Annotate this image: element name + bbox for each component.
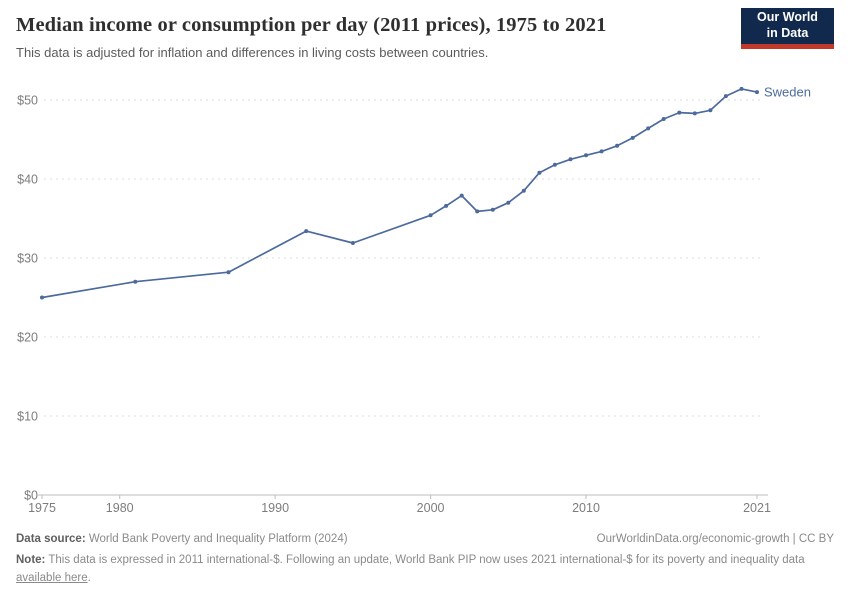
chart-footer: Data source: World Bank Poverty and Ineq… xyxy=(16,531,834,587)
series-label-sweden[interactable]: Sweden xyxy=(764,85,811,100)
note-label: Note: xyxy=(16,554,46,567)
data-point[interactable] xyxy=(708,108,713,113)
x-axis-label: 2010 xyxy=(572,501,600,515)
data-point[interactable] xyxy=(661,117,666,121)
data-point[interactable] xyxy=(646,126,651,131)
y-axis-label: $40 xyxy=(17,173,38,187)
chart-subtitle: This data is adjusted for inflation and … xyxy=(16,44,489,60)
note-text: This data is expressed in 2011 internati… xyxy=(48,554,805,567)
data-point[interactable] xyxy=(568,157,573,162)
data-point[interactable] xyxy=(350,241,355,245)
line-chart: $0 $10 $20 $30 $40 $50 1975 1980 1990 2000 2010 202… xyxy=(0,0,850,530)
data-point[interactable] xyxy=(506,200,511,205)
y-axis-label: $30 xyxy=(17,252,38,266)
data-source: Data source: World Bank Poverty and Ineq… xyxy=(16,531,348,548)
data-point[interactable] xyxy=(428,213,433,218)
data-source-label: Data source: xyxy=(16,533,86,545)
x-axis-label: 1990 xyxy=(261,501,289,515)
chart-header: Median income or consumption per day (20… xyxy=(16,13,720,61)
data-point[interactable] xyxy=(615,143,620,148)
data-point[interactable] xyxy=(490,207,495,212)
data-point[interactable] xyxy=(226,270,231,275)
x-axis-label: 2000 xyxy=(417,501,445,515)
chart-note: Note: This data is expressed in 2011 int… xyxy=(16,552,834,587)
data-point[interactable] xyxy=(444,203,449,208)
data-point[interactable] xyxy=(40,295,44,300)
x-axis-label: 1980 xyxy=(106,501,134,515)
data-point[interactable] xyxy=(723,94,728,99)
data-point[interactable] xyxy=(304,229,309,234)
data-point[interactable] xyxy=(599,149,604,154)
owid-logo-line1: Our World xyxy=(757,10,818,25)
page-title: Median income or consumption per day (20… xyxy=(16,14,607,36)
data-point[interactable] xyxy=(739,86,744,91)
x-axis-label: 1975 xyxy=(28,501,56,515)
attribution-link[interactable]: OurWorldinData.org/economic-growth | CC … xyxy=(596,533,834,545)
chart-canvas[interactable]: $0 $10 $20 $30 $40 $50 1975 1980 1990 2000 2010 202… xyxy=(0,0,850,530)
x-axis-label: 2021 xyxy=(743,501,771,515)
y-axis-label: $50 xyxy=(17,94,38,108)
data-point[interactable] xyxy=(692,111,697,116)
owid-logo[interactable]: Our World in Data xyxy=(741,8,834,49)
data-point[interactable] xyxy=(630,135,635,140)
available-here-link[interactable]: available here xyxy=(16,571,88,584)
note-period: . xyxy=(87,571,91,584)
data-point[interactable] xyxy=(459,193,464,198)
owid-logo-line2: in Data xyxy=(766,26,809,40)
data-point[interactable] xyxy=(537,170,542,175)
data-point[interactable] xyxy=(755,90,759,95)
data-point[interactable] xyxy=(521,188,526,193)
y-axis-label: $0 xyxy=(24,489,38,503)
data-point[interactable] xyxy=(677,110,682,115)
data-point[interactable] xyxy=(133,279,138,284)
data-point[interactable] xyxy=(475,209,480,214)
sweden-line[interactable] xyxy=(41,88,758,299)
y-axis-label: $20 xyxy=(17,331,38,345)
y-axis-label: $10 xyxy=(17,410,38,424)
data-point[interactable] xyxy=(552,162,557,167)
data-point[interactable] xyxy=(584,153,588,158)
data-source-text: World Bank Poverty and Inequality Platfo… xyxy=(88,533,348,545)
